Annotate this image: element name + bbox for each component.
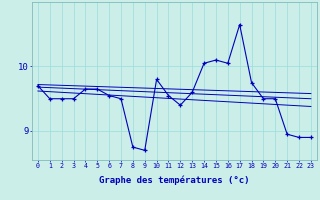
X-axis label: Graphe des températures (°c): Graphe des températures (°c) (99, 175, 250, 185)
